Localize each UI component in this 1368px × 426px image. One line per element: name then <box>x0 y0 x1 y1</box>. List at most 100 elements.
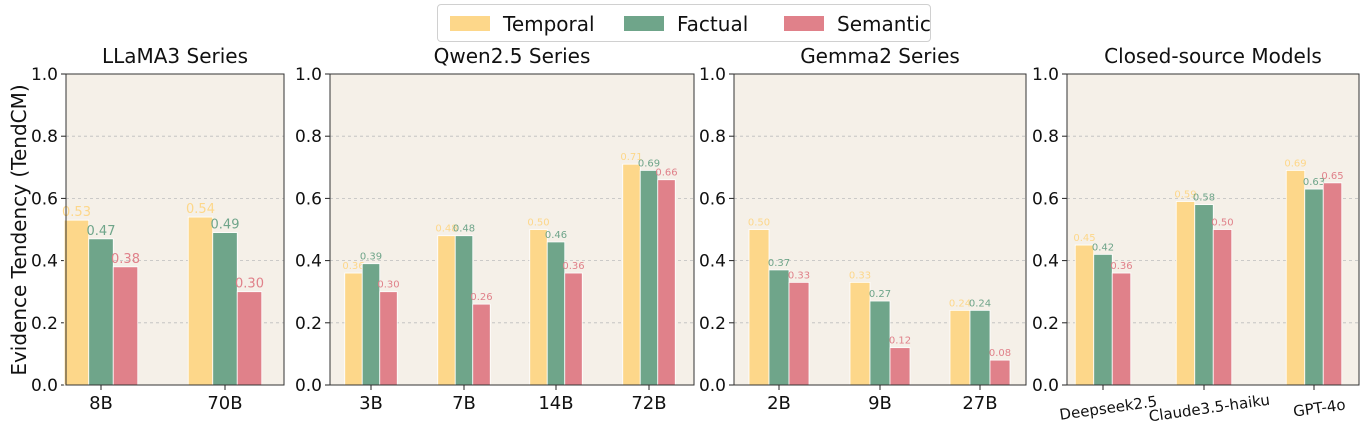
y-tick-label: 0.2 <box>699 314 726 334</box>
y-tick-label: 1.0 <box>31 65 58 85</box>
bar-semantic <box>112 266 139 386</box>
x-tick-label: 72B <box>631 393 666 414</box>
bar-factual <box>869 300 891 386</box>
legend-label-temporal: Temporal <box>503 12 595 36</box>
data-label-semantic: 0.65 <box>1321 171 1343 182</box>
y-tick-label: 0.0 <box>31 376 58 396</box>
bar-factual <box>454 235 474 386</box>
bar-factual <box>1304 188 1324 386</box>
data-label-temporal: 0.48 <box>435 224 457 235</box>
data-label-factual: 0.49 <box>211 218 240 233</box>
data-label-factual: 0.39 <box>360 252 382 263</box>
bar-temporal <box>529 229 548 386</box>
bar-temporal <box>344 272 363 386</box>
panel-title: LLaMA3 Series <box>102 44 248 68</box>
x-tick-label: 70B <box>207 393 242 414</box>
data-label-semantic: 0.12 <box>889 336 911 347</box>
legend-label-semantic: Semantic <box>837 12 931 36</box>
data-label-temporal: 0.71 <box>620 152 642 163</box>
bar-semantic <box>564 272 583 386</box>
data-label-semantic: 0.33 <box>788 270 810 281</box>
y-tick-label: 0.4 <box>1032 252 1059 272</box>
legend-swatch-factual <box>624 16 664 31</box>
data-label-temporal: 0.59 <box>1174 190 1196 201</box>
data-label-temporal: 0.24 <box>949 298 971 309</box>
data-label-temporal: 0.50 <box>527 218 549 229</box>
y-tick-label: 0.4 <box>295 252 322 272</box>
data-label-temporal: 0.45 <box>1073 233 1095 244</box>
data-label-temporal: 0.69 <box>1284 158 1306 169</box>
data-label-temporal: 0.50 <box>748 218 770 229</box>
data-label-factual: 0.63 <box>1303 177 1325 188</box>
data-label-factual: 0.24 <box>969 298 991 309</box>
legend: Temporal Factual Semantic <box>437 4 931 42</box>
x-tick-label: Deepseek2.5 <box>1058 392 1158 424</box>
data-label-factual: 0.42 <box>1092 242 1114 253</box>
y-tick-label: 0.4 <box>699 252 726 272</box>
y-tick-label: 1.0 <box>295 65 322 85</box>
x-tick-label: 9B <box>868 393 892 414</box>
data-label-semantic: 0.08 <box>989 348 1011 359</box>
plot-frame <box>65 73 285 386</box>
data-label-factual: 0.37 <box>768 258 790 269</box>
bar-temporal <box>437 235 456 386</box>
bar-semantic <box>1212 229 1233 386</box>
bar-temporal <box>1175 201 1196 386</box>
data-label-factual: 0.27 <box>869 289 891 300</box>
legend-swatch-semantic <box>784 16 824 31</box>
data-label-semantic: 0.36 <box>1110 261 1132 272</box>
y-tick-label: 0.6 <box>31 189 58 209</box>
data-label-semantic: 0.66 <box>655 168 677 179</box>
bar-semantic <box>989 359 1011 386</box>
data-label-temporal: 0.33 <box>849 270 871 281</box>
panel-title: Qwen2.5 Series <box>434 44 591 68</box>
y-tick-label: 0.6 <box>699 189 726 209</box>
x-tick-label: Claude3.5-haiku <box>1148 391 1271 426</box>
bar-temporal <box>1285 170 1306 386</box>
bar-factual <box>88 238 114 386</box>
bar-factual <box>639 170 659 386</box>
y-tick-label: 0.8 <box>31 127 58 147</box>
panel-title: Gemma2 Series <box>800 44 960 68</box>
data-label-factual: 0.48 <box>453 224 475 235</box>
bar-temporal <box>949 309 971 386</box>
y-tick-label: 0.8 <box>295 127 322 147</box>
data-label-semantic: 0.36 <box>562 261 584 272</box>
y-tick-label: 0.0 <box>699 376 726 396</box>
plot-frame <box>329 73 695 386</box>
x-tick-label: 3B <box>359 393 383 414</box>
data-label-semantic: 0.30 <box>235 277 264 292</box>
bar-semantic <box>379 291 398 386</box>
x-tick-label: 2B <box>767 393 791 414</box>
legend-swatch-temporal <box>450 16 490 31</box>
bar-factual <box>969 309 991 386</box>
y-tick-label: 0.6 <box>1032 189 1059 209</box>
data-label-factual: 0.69 <box>638 158 660 169</box>
y-tick-label: 0.4 <box>31 252 58 272</box>
bar-semantic <box>472 303 491 386</box>
data-label-factual: 0.47 <box>87 224 116 239</box>
bar-semantic <box>236 291 263 386</box>
y-tick-label: 1.0 <box>1032 65 1059 85</box>
data-label-factual: 0.58 <box>1193 193 1215 204</box>
x-tick-label: 8B <box>89 393 113 414</box>
x-tick-label: 27B <box>962 393 997 414</box>
y-tick-label: 0.0 <box>1032 376 1059 396</box>
bar-temporal <box>849 281 871 386</box>
y-tick-label: 0.0 <box>295 376 322 396</box>
bar-factual <box>768 269 790 386</box>
bar-semantic <box>1111 272 1132 386</box>
plot-frame <box>1066 73 1360 386</box>
x-tick-label: 14B <box>538 393 573 414</box>
bar-semantic <box>1322 182 1343 386</box>
bar-temporal <box>63 219 90 386</box>
data-label-temporal: 0.54 <box>186 202 215 217</box>
panel-title: Closed-source Models <box>1104 44 1322 68</box>
bar-temporal <box>1074 244 1095 386</box>
y-tick-label: 0.2 <box>31 314 58 334</box>
y-tick-label: 0.8 <box>699 127 726 147</box>
y-tick-label: 0.8 <box>1032 127 1059 147</box>
y-tick-label: 1.0 <box>699 65 726 85</box>
legend-label-factual: Factual <box>677 12 749 36</box>
